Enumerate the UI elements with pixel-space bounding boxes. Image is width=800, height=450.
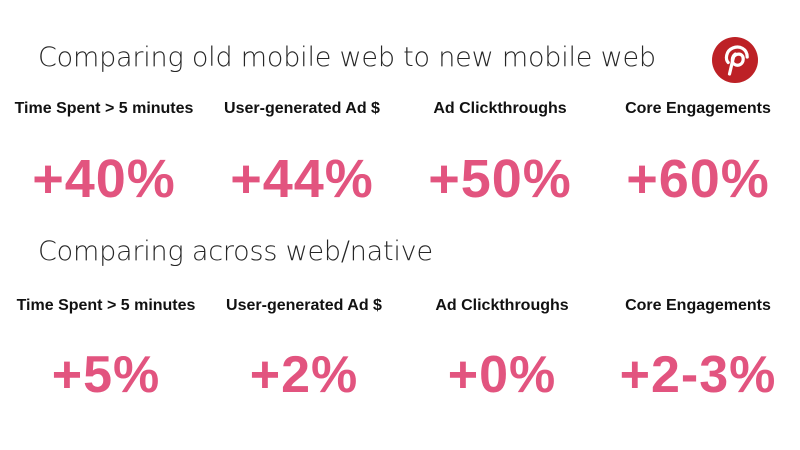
metric-user-generated-ad: User-generated Ad $ +2%	[204, 297, 404, 405]
metric-label: Core Engagements	[625, 100, 771, 117]
metric-label: User-generated Ad $	[226, 297, 382, 314]
metric-time-spent: Time Spent > 5 minutes +5%	[6, 297, 206, 405]
metric-label: Time Spent > 5 minutes	[14, 100, 194, 117]
metric-label: Time Spent > 5 minutes	[16, 297, 196, 314]
metric-value: +5%	[51, 346, 161, 404]
metric-value: +2%	[249, 346, 359, 404]
metric-label: Core Engagements	[625, 297, 771, 314]
metric-value: +44%	[230, 149, 374, 209]
section-heading-web-vs-native: Comparing across web/native	[38, 236, 433, 267]
metric-label: User-generated Ad $	[224, 100, 380, 117]
metric-ad-clickthroughs: Ad Clickthroughs +50%	[400, 100, 600, 210]
metric-time-spent: Time Spent > 5 minutes +40%	[4, 100, 204, 210]
metric-value: +50%	[428, 149, 572, 209]
pinterest-logo-icon	[712, 37, 758, 83]
metric-value: +2-3%	[619, 346, 777, 404]
metric-value: +60%	[626, 149, 770, 209]
metric-value: +40%	[32, 149, 176, 209]
metric-user-generated-ad: User-generated Ad $ +44%	[202, 100, 402, 210]
metric-label: Ad Clickthroughs	[435, 297, 569, 314]
metric-value: +0%	[447, 346, 557, 404]
metric-core-engagements: Core Engagements +2-3%	[598, 297, 798, 405]
metric-label: Ad Clickthroughs	[433, 100, 567, 117]
section-heading-old-vs-new: Comparing old mobile web to new mobile w…	[38, 42, 656, 73]
metric-ad-clickthroughs: Ad Clickthroughs +0%	[402, 297, 602, 405]
metric-core-engagements: Core Engagements +60%	[598, 100, 798, 210]
